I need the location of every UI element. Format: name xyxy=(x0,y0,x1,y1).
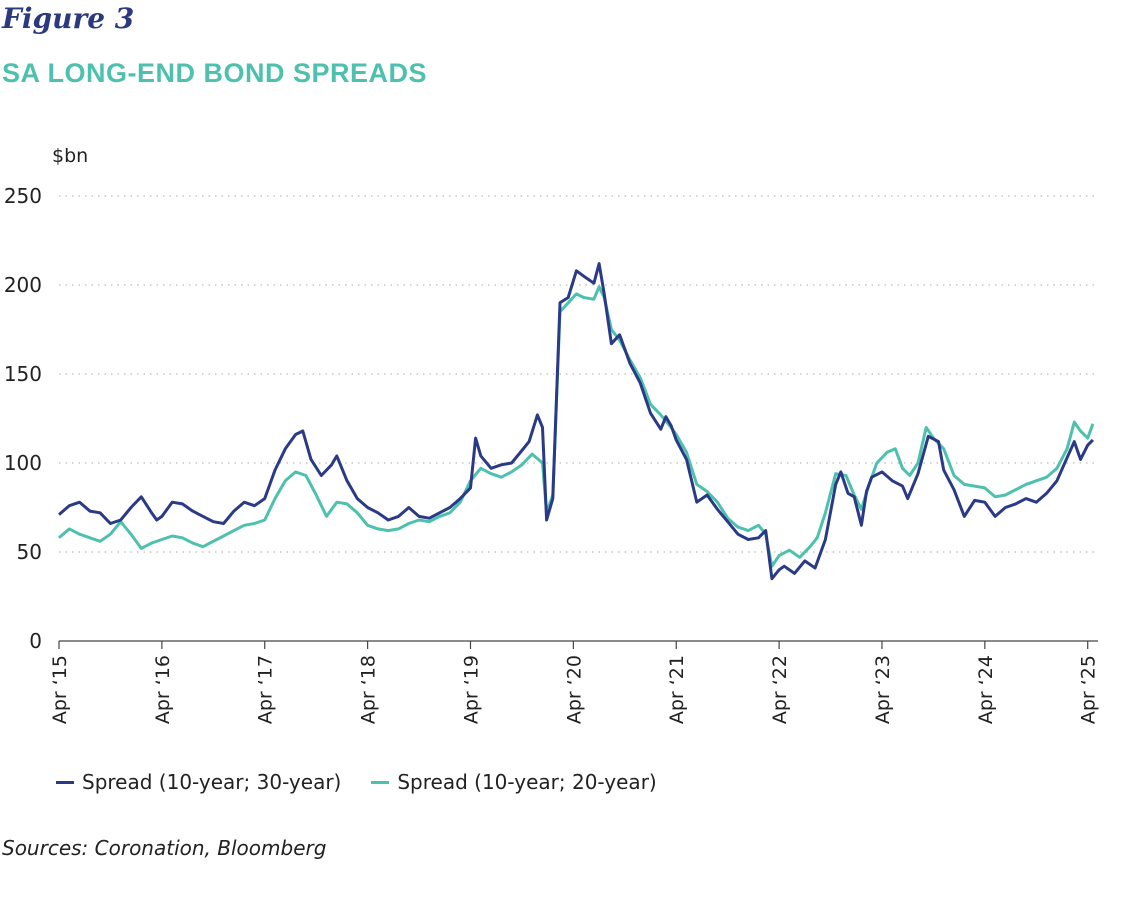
x-tick-label: Apr ‘21 xyxy=(666,655,688,724)
x-tick-label: Apr ‘15 xyxy=(49,655,71,724)
x-axis-ticks: Apr ‘15 Apr ‘16 Apr ‘17 Apr ‘18 Apr ‘19 Apr ‘… xyxy=(49,641,1100,724)
y-tick-label: 200 xyxy=(4,273,42,297)
figure-label: Figure 3 xyxy=(2,2,135,35)
legend: Spread (10-year; 30-year) Spread (10-yea… xyxy=(56,770,657,794)
x-tick-label: Apr ‘22 xyxy=(769,655,791,724)
y-axis-ticks: 0 50 100 150 200 250 xyxy=(4,184,42,653)
legend-item-series-2: Spread (10-year; 20-year) xyxy=(371,770,657,794)
series-line-2 xyxy=(58,285,1095,568)
y-tick-label: 100 xyxy=(4,451,42,475)
legend-swatch-series-2 xyxy=(371,780,390,784)
chart-title: SA LONG-END BOND SPREADS xyxy=(2,58,428,88)
x-tick-label: Apr ‘20 xyxy=(563,655,585,724)
legend-label-series-1: Spread (10-year; 30-year) xyxy=(82,770,342,794)
legend-swatch-series-1 xyxy=(56,780,74,784)
gridlines xyxy=(59,195,1098,553)
source-note: Sources: Coronation, Bloomberg xyxy=(2,836,327,860)
y-tick-label: 0 xyxy=(29,629,42,653)
legend-label-series-2: Spread (10-year; 20-year) xyxy=(397,770,657,794)
series-line-1 xyxy=(58,262,1094,581)
series-lines xyxy=(58,262,1095,581)
y-tick-label: 50 xyxy=(17,540,42,564)
x-tick-label: Apr ‘24 xyxy=(975,655,997,724)
x-tick-label: Apr ‘23 xyxy=(872,655,894,724)
x-tick-label: Apr ‘19 xyxy=(460,655,482,724)
y-tick-label: 250 xyxy=(4,184,42,208)
x-tick-label: Apr ‘25 xyxy=(1078,655,1100,724)
x-tick-label: Apr ‘18 xyxy=(358,655,380,724)
y-axis-unit-label: $bn xyxy=(52,145,88,167)
x-tick-label: Apr ‘16 xyxy=(152,655,174,724)
legend-item-series-1: Spread (10-year; 30-year) xyxy=(56,770,341,794)
x-tick-label: Apr ‘17 xyxy=(255,655,277,724)
y-tick-label: 150 xyxy=(4,362,42,386)
